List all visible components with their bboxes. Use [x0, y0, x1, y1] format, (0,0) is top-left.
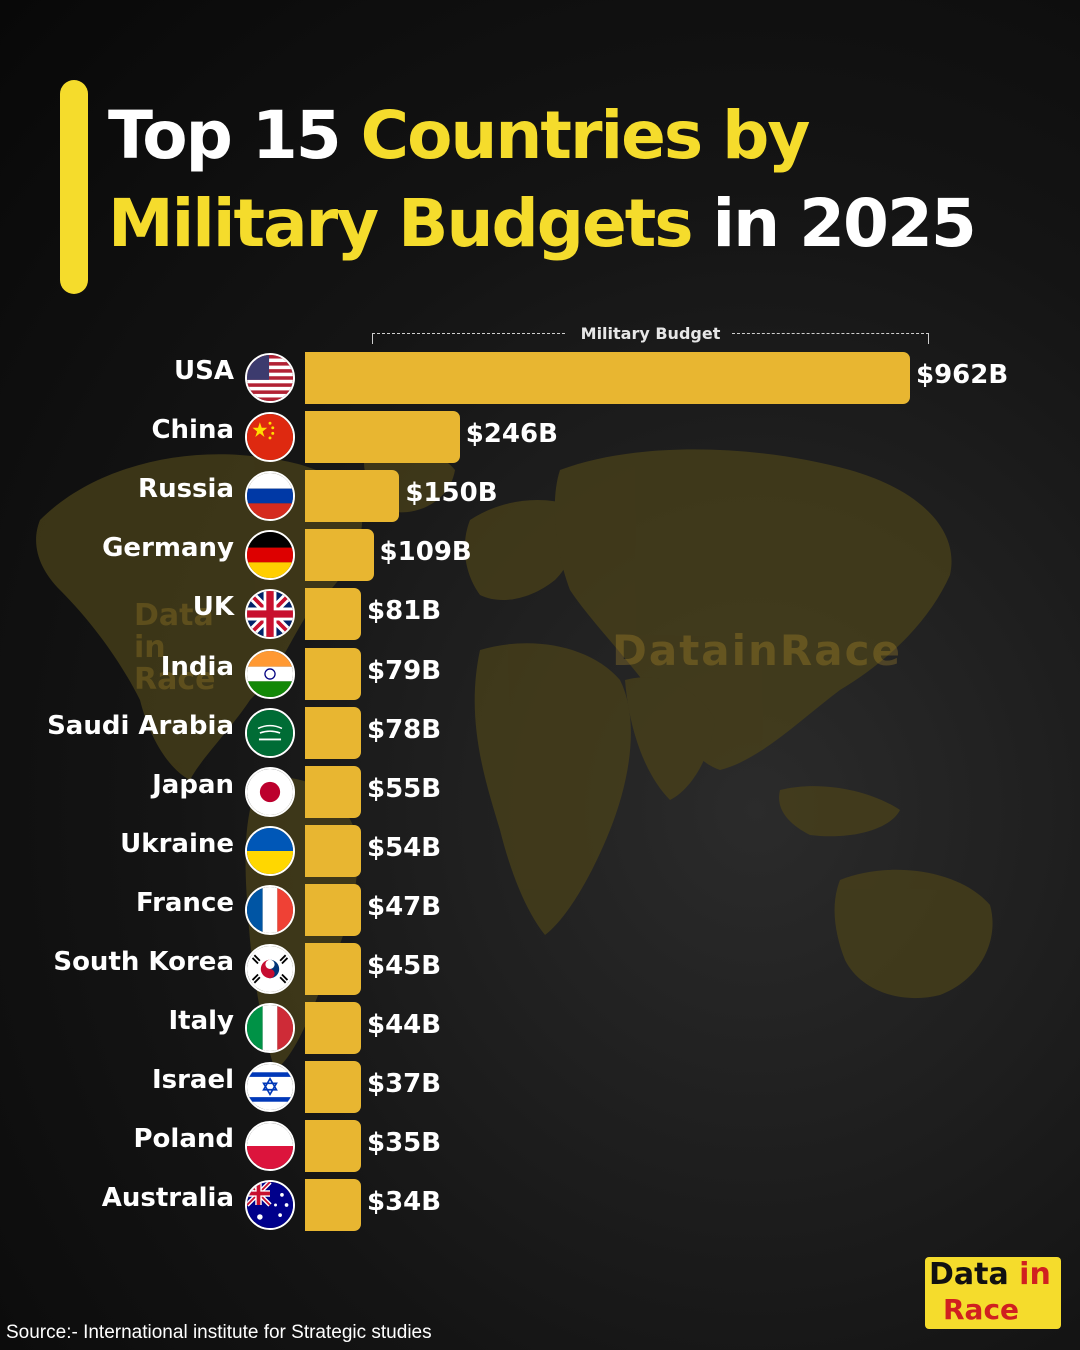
value-label: $79B: [367, 656, 442, 686]
watermark-text: DatainRace: [612, 626, 902, 675]
country-label: UK: [192, 592, 234, 622]
value-label: $55B: [367, 774, 442, 804]
value-label: $246B: [465, 419, 558, 449]
value-label: $54B: [367, 833, 442, 863]
bar: [305, 1002, 361, 1054]
value-label: $34B: [367, 1187, 442, 1217]
bracket-right: [732, 333, 929, 344]
bar-row: South Korea $45B: [0, 943, 1080, 995]
bar-row: UK $81B: [0, 588, 1080, 640]
bar: [305, 1061, 361, 1113]
value-label: $37B: [367, 1069, 442, 1099]
flag-france-icon: [245, 885, 295, 935]
bar-row: Italy $44B: [0, 1002, 1080, 1054]
flag-germany-icon: [245, 530, 295, 580]
country-label: Saudi Arabia: [47, 711, 234, 741]
flag-ukraine-icon: [245, 826, 295, 876]
value-label: $44B: [367, 1010, 442, 1040]
bar-row: Saudi Arabia $78B: [0, 707, 1080, 759]
flag-italy-icon: [245, 1003, 295, 1053]
bar: [305, 943, 361, 995]
bar-row: Israel $37B: [0, 1061, 1080, 1113]
value-label: $150B: [405, 478, 498, 508]
brand-logo: Data in Race: [925, 1257, 1061, 1329]
bar: [305, 766, 361, 818]
bar: [305, 529, 374, 581]
logo-line-2: Race: [943, 1293, 1020, 1326]
value-label: $81B: [367, 596, 442, 626]
country-label: France: [135, 888, 234, 918]
bar: [305, 352, 910, 404]
bar-row: Russia $150B: [0, 470, 1080, 522]
bar: [305, 884, 361, 936]
bar: [305, 588, 361, 640]
value-label: $962B: [916, 360, 1009, 390]
bar: [305, 411, 460, 463]
title-part-3: Military Budgets: [108, 185, 694, 262]
value-label: $47B: [367, 892, 442, 922]
flag-china-icon: [245, 412, 295, 462]
axis-bracket-label: Military Budget: [372, 324, 929, 346]
bar: [305, 1120, 361, 1172]
country-label: Japan: [152, 770, 234, 800]
bar: [305, 707, 361, 759]
title-part-2: Countries by: [360, 97, 811, 174]
country-label: Germany: [102, 533, 234, 563]
flag-poland-icon: [245, 1121, 295, 1171]
bar-row: Australia $34B: [0, 1179, 1080, 1231]
bar-row: France $47B: [0, 884, 1080, 936]
country-label: Poland: [133, 1124, 235, 1154]
country-label: Italy: [168, 1006, 234, 1036]
bar-row: Poland $35B: [0, 1120, 1080, 1172]
flag-russia-icon: [245, 471, 295, 521]
country-label: Russia: [138, 474, 234, 504]
flag-israel-icon: [245, 1062, 295, 1112]
country-label: China: [151, 415, 234, 445]
bar: [305, 470, 400, 522]
watermark-small: Data in Race: [134, 600, 215, 696]
bracket-left: [372, 333, 565, 344]
title-part-1: Top 15: [108, 97, 361, 174]
country-label: Australia: [101, 1183, 234, 1213]
watermark-line: Race: [134, 662, 216, 697]
bar-row: China $246B: [0, 411, 1080, 463]
axis-label: Military Budget: [580, 324, 721, 343]
title-part-4: in 2025: [691, 185, 977, 262]
bar-row: Germany $109B: [0, 529, 1080, 581]
watermark-line: Data: [134, 598, 214, 633]
country-label: India: [160, 652, 234, 682]
title-accent-bar: [60, 80, 88, 294]
logo-line-1: Data in: [929, 1257, 1051, 1292]
flag-japan-icon: [245, 767, 295, 817]
flag-saudi-arabia-icon: [245, 708, 295, 758]
country-label: Israel: [151, 1065, 234, 1095]
country-label: USA: [174, 356, 234, 386]
bar-row: India $79B: [0, 648, 1080, 700]
flag-uk-icon: [245, 589, 295, 639]
bar-row: Japan $55B: [0, 766, 1080, 818]
value-label: $45B: [367, 951, 442, 981]
country-label: South Korea: [53, 947, 234, 977]
flag-australia-icon: [245, 1180, 295, 1230]
bar: [305, 825, 361, 877]
bar: [305, 648, 361, 700]
value-label: $78B: [367, 715, 442, 745]
flag-usa-icon: [245, 353, 295, 403]
chart-title: Top 15 Countries by Military Budgets in …: [108, 92, 1048, 268]
flag-south-korea-icon: [245, 944, 295, 994]
watermark-line: in: [134, 630, 166, 665]
bar-row: USA $962B: [0, 352, 1080, 404]
country-label: Ukraine: [120, 829, 234, 859]
bar: [305, 1179, 361, 1231]
value-label: $35B: [367, 1128, 442, 1158]
flag-india-icon: [245, 649, 295, 699]
bar-row: Ukraine $54B: [0, 825, 1080, 877]
source-note: Source:- International institute for Str…: [6, 1322, 432, 1343]
value-label: $109B: [379, 537, 472, 567]
